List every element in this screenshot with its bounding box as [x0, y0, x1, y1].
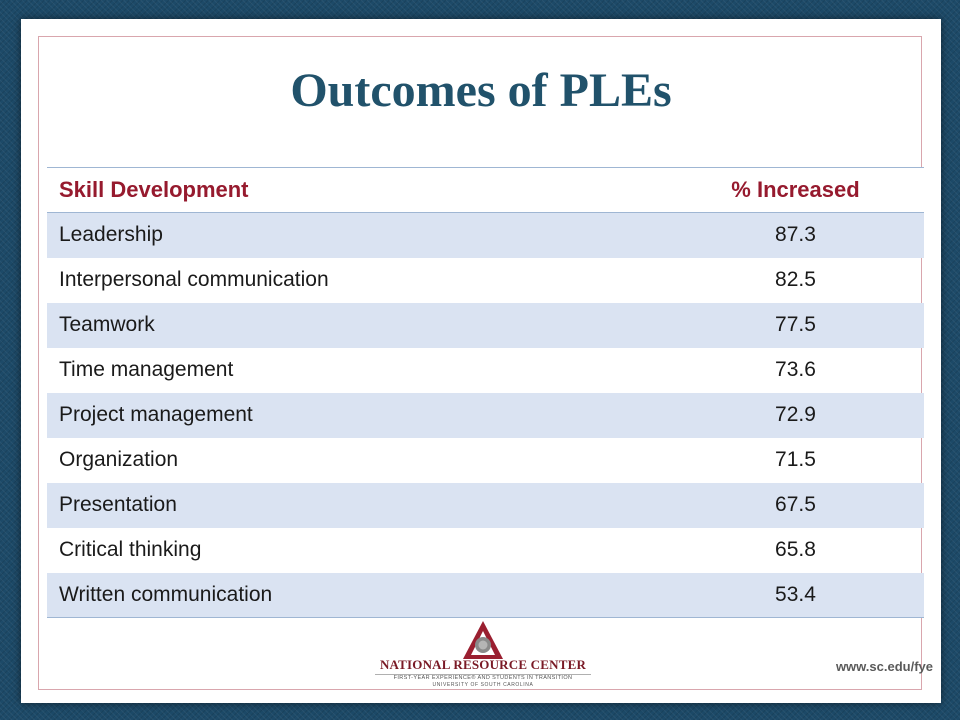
- percent-cell: 72.9: [426, 392, 924, 438]
- national-resource-center-logo: NATIONAL RESOURCE CENTER FIRST-YEAR EXPE…: [373, 619, 593, 689]
- skill-cell: Time management: [59, 358, 234, 381]
- table-row: Critical thinking 65.8: [47, 528, 924, 573]
- percent-cell: 73.6: [775, 358, 816, 381]
- table-row: Presentation 67.5: [47, 482, 924, 528]
- skill-cell: Project management: [47, 392, 427, 438]
- percent-cell: 82.5: [775, 268, 816, 291]
- skill-cell: Written communication: [47, 572, 427, 618]
- outcomes-table: Skill Development % Increased Leadership…: [47, 167, 924, 618]
- table-row: Project management 72.9: [47, 392, 924, 438]
- skill-cell: Organization: [59, 448, 179, 471]
- table-body: Leadership 87.3 Interpersonal communicatio…: [47, 212, 924, 618]
- skill-cell: Leadership: [47, 212, 427, 258]
- percent-cell: 53.4: [426, 572, 924, 618]
- website-url: www.sc.edu/fye: [835, 659, 933, 674]
- logo-tagline: FIRST-YEAR EXPERIENCE® AND STUDENTS IN T…: [393, 675, 573, 681]
- skill-cell: Presentation: [47, 482, 427, 528]
- table-header-row: Skill Development % Increased: [47, 167, 924, 213]
- header-skill-development: Skill Development: [47, 167, 427, 213]
- skill-cell: Critical thinking: [59, 538, 202, 561]
- logo-divider: [375, 674, 591, 675]
- table-row: Time management 73.6: [47, 348, 924, 393]
- slide-title: Outcomes of PLEs: [290, 64, 672, 117]
- table-row: Teamwork 77.5: [47, 302, 924, 348]
- header-percent-increased: % Increased: [426, 167, 924, 213]
- table-row: Written communication 53.4: [47, 572, 924, 618]
- table-row: Interpersonal communication 82.5: [47, 258, 924, 303]
- slide: Outcomes of PLEs Skill Development % Inc…: [21, 19, 941, 703]
- skill-cell: Teamwork: [47, 302, 427, 348]
- percent-cell: 65.8: [775, 538, 816, 561]
- skill-cell: Interpersonal communication: [59, 268, 329, 291]
- logo-university: UNIVERSITY OF SOUTH CAROLINA: [432, 682, 534, 688]
- percent-cell: 87.3: [426, 212, 924, 258]
- table-row: Organization 71.5: [47, 438, 924, 483]
- percent-cell: 67.5: [426, 482, 924, 528]
- percent-cell: 77.5: [426, 302, 924, 348]
- percent-cell: 71.5: [775, 448, 816, 471]
- triangle-circle-logo-icon: [463, 621, 503, 659]
- logo-name: NATIONAL RESOURCE CENTER: [379, 657, 587, 672]
- table-row: Leadership 87.3: [47, 212, 924, 258]
